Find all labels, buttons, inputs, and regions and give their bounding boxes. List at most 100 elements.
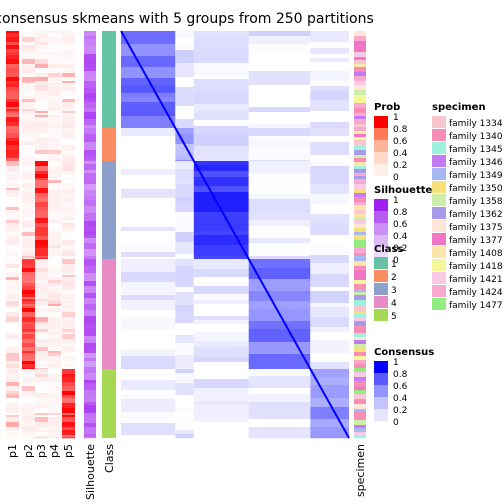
matrix-cell (248, 268, 311, 280)
prob-cell-p1 (6, 251, 19, 257)
prob-cell-p2 (22, 353, 35, 357)
silhouette-cell (84, 316, 96, 325)
prob-cell-p5 (62, 49, 75, 53)
specimen-cell (354, 176, 366, 180)
silhouette-cell (84, 373, 96, 381)
matrix-cell (248, 54, 311, 68)
prob-cell-p1 (6, 117, 19, 123)
prob-cell-p3 (35, 31, 48, 34)
prob-cell-p4 (48, 64, 61, 69)
matrix-cell (175, 77, 194, 88)
prob-cell-p2 (22, 427, 35, 431)
silhouette-cell (84, 405, 96, 414)
prob-cell-p4 (48, 317, 61, 323)
matrix-cell (248, 78, 311, 86)
legend-title: Class (374, 244, 403, 255)
prob-cell-p3 (35, 85, 48, 88)
prob-cell-p3 (35, 59, 48, 65)
prob-cell-p5 (62, 77, 75, 82)
prob-cell-p4 (48, 232, 61, 237)
prob-cell-p5 (62, 42, 75, 46)
prob-cell-p3 (35, 283, 48, 287)
matrix-cell (193, 413, 249, 423)
prob-cell-p1 (6, 256, 19, 259)
specimen-cell (354, 124, 366, 128)
prob-cell-p1 (6, 339, 19, 344)
matrix-cell (175, 106, 194, 120)
prob-cell-p2 (22, 386, 35, 392)
matrix-cell (310, 122, 349, 129)
matrix-cell (310, 214, 349, 221)
prob-cell-p2 (22, 138, 35, 142)
matrix-cell (121, 67, 176, 79)
specimen-cell (354, 432, 366, 437)
prob-cell-p1 (6, 430, 19, 433)
matrix-cell (175, 368, 194, 370)
legend-tick: 0.4 (393, 232, 408, 242)
prob-cell-p5 (62, 437, 75, 439)
prob-cell-p2 (22, 122, 35, 127)
prob-cell-p3 (35, 391, 48, 394)
matrix-cell (193, 269, 249, 278)
prob-cell-p4 (48, 166, 61, 172)
prob-cell-p5 (62, 141, 75, 146)
prob-cell-p4 (48, 109, 61, 112)
silhouette-cell (84, 221, 96, 227)
prob-cell-p3 (35, 202, 48, 208)
matrix-cell (121, 157, 176, 162)
prob-cell-p3 (35, 37, 48, 43)
prob-cell-p4 (48, 283, 61, 287)
silhouette-cell (84, 324, 96, 329)
prob-cell-p3 (35, 312, 48, 318)
matrix-cell (310, 246, 349, 256)
silhouette-cell (84, 76, 96, 82)
matrix-cell (121, 198, 176, 207)
prob-cell-p2 (22, 240, 35, 246)
silhouette-cell (84, 46, 96, 55)
silhouette-cell (84, 64, 96, 72)
class-block-4 (102, 259, 116, 369)
prob-cell-p4 (48, 174, 61, 179)
prob-cell-p5 (62, 180, 75, 184)
silhouette-cell (84, 249, 96, 257)
prob-cell-p1 (6, 223, 19, 228)
matrix-cell (121, 227, 176, 232)
silhouette-cell (84, 128, 96, 135)
prob-cell-p5 (62, 55, 75, 60)
prob-cell-p2 (22, 83, 35, 86)
specimen-cell (354, 394, 366, 400)
prob-cell-p1 (6, 49, 19, 53)
prob-cell-p5 (62, 290, 75, 295)
prob-cell-p4 (48, 435, 61, 438)
matrix-cell (248, 354, 311, 365)
prob-cell-p4 (48, 31, 61, 34)
matrix-cell (193, 146, 249, 159)
silhouette-cell (84, 170, 96, 174)
prob-cell-p5 (62, 245, 75, 249)
matrix-cell (248, 226, 311, 239)
matrix-cell (121, 367, 176, 370)
matrix-cell (310, 116, 349, 123)
silhouette-cell (84, 423, 96, 428)
legend-swatch (374, 361, 388, 374)
matrix-cell (248, 408, 311, 420)
legend-tick: 1 (393, 113, 399, 123)
prob-cell-p2 (22, 109, 35, 112)
specimen-cell (354, 404, 366, 410)
silhouette-cell (84, 102, 96, 109)
prob-cell-p4 (48, 245, 61, 249)
matrix-cell (175, 144, 194, 156)
prob-cell-p3 (35, 343, 48, 348)
prob-cell-p4 (48, 42, 61, 46)
prob-cell-p3 (35, 422, 48, 428)
prob-cell-p5 (62, 126, 75, 129)
prob-cell-p5 (62, 306, 75, 309)
prob-cell-p3 (35, 432, 48, 436)
prob-cell-p5 (62, 133, 75, 139)
prob-cell-p3 (35, 382, 48, 387)
matrix-cell (121, 369, 176, 381)
silhouette-cell (84, 108, 96, 113)
prob-cell-p5 (62, 150, 75, 155)
matrix-cell (248, 156, 311, 161)
legend-swatch (374, 116, 388, 129)
